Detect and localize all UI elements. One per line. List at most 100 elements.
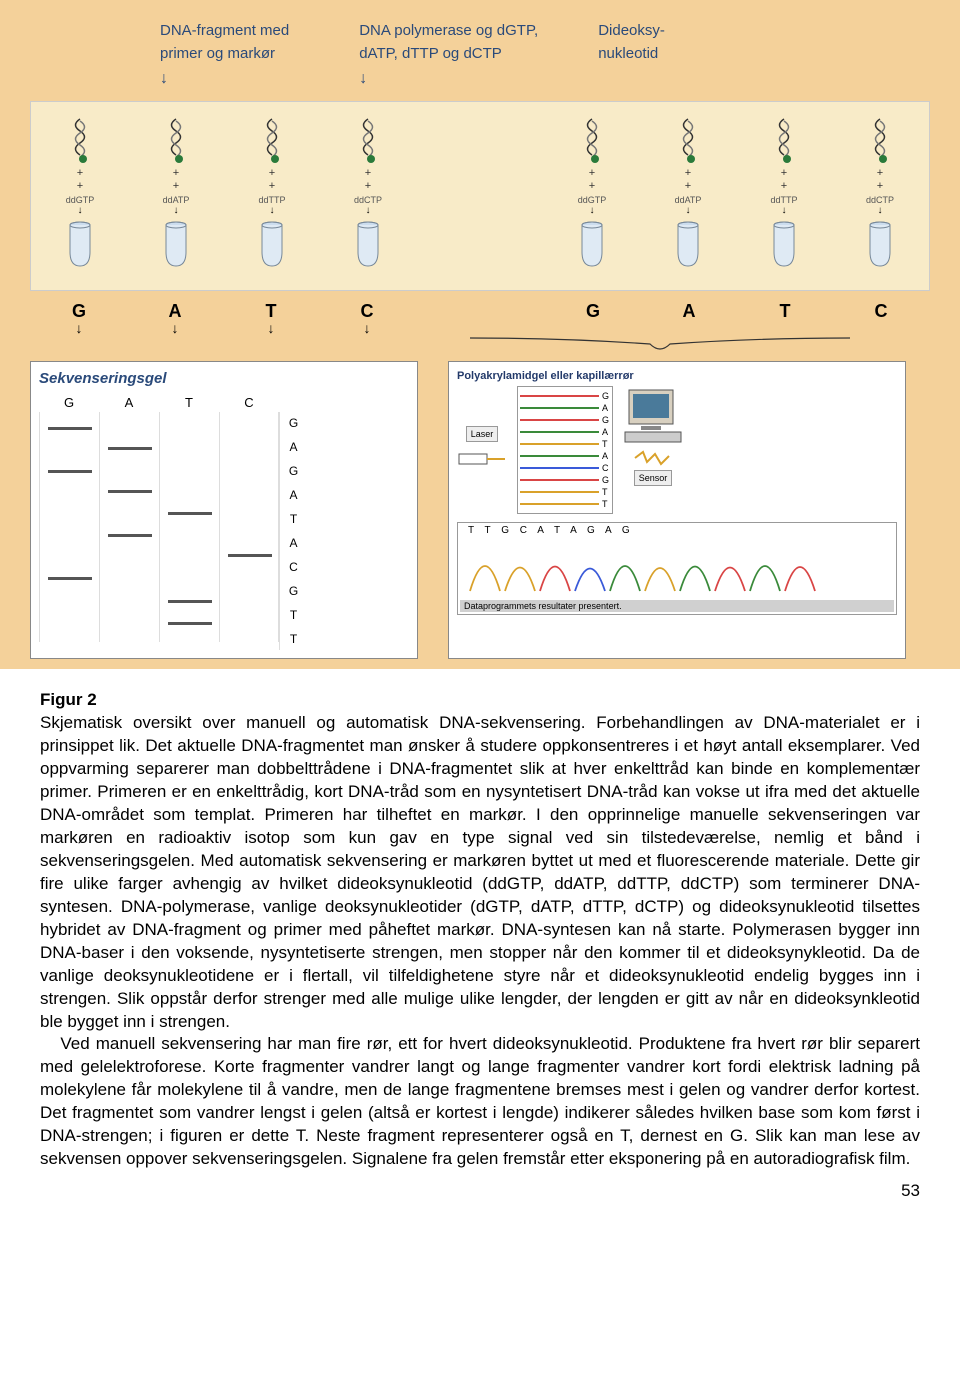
- capillary-panel: GAGATACGTT: [517, 386, 613, 514]
- tube-column: ++ddGTP↓: [41, 117, 119, 275]
- dd-label: ddCTP: [354, 195, 382, 205]
- gel-lane-c: [219, 412, 279, 642]
- auto-title: Polyakrylamidgel eller kapillærrør: [457, 370, 897, 382]
- cap-bar: [520, 395, 599, 397]
- brace-icon: [470, 336, 850, 356]
- gel-band: [108, 490, 152, 493]
- tube-icon: [577, 220, 607, 275]
- diagram-area: DNA-fragment med primer og markør ↓ DNA …: [0, 0, 960, 669]
- tube-icon: [769, 220, 799, 275]
- plus-icon: ++: [685, 167, 691, 193]
- base-letter: G: [554, 301, 632, 336]
- gel-seq-letter: T: [280, 632, 307, 646]
- gel-seq-letter: A: [280, 536, 307, 550]
- cap-letter: G: [602, 415, 610, 425]
- dna-squiggle-icon: [865, 117, 895, 167]
- dna-squiggle-icon: [65, 117, 95, 167]
- arrow-down-icon: ↓: [40, 320, 118, 336]
- gel-band: [168, 600, 212, 603]
- laser-label: Laser: [466, 426, 499, 442]
- tube-column: ++ ddTTP↓: [233, 117, 311, 275]
- gel-seq-letter: A: [280, 488, 307, 502]
- dd-label: ddTTP: [258, 195, 285, 205]
- plus-icon: ++: [877, 167, 883, 193]
- label-line: Dideoksy-: [598, 20, 665, 43]
- arrow-down-icon: ↓: [270, 205, 275, 216]
- arrow-down-icon: ↓: [328, 320, 406, 336]
- gel-seq-letter: G: [280, 464, 307, 478]
- gel-header: C: [219, 393, 279, 412]
- gel-header: A: [99, 393, 159, 412]
- top-labels-row: DNA-fragment med primer og markør ↓ DNA …: [30, 20, 930, 91]
- auto-sequencing-box: Polyakrylamidgel eller kapillærrør Laser…: [448, 361, 906, 659]
- dna-squiggle-icon: [353, 117, 383, 167]
- results-row: Sekvenseringsgel G A T C GAGATACGTT Poly…: [30, 361, 930, 659]
- gel-lane-g: [39, 412, 99, 642]
- gel-band: [168, 512, 212, 515]
- sequencing-gel-box: Sekvenseringsgel G A T C GAGATACGTT: [30, 361, 418, 659]
- chromatogram-peaks: [460, 536, 880, 596]
- dna-squiggle-icon: [673, 117, 703, 167]
- cap-letter: A: [602, 451, 610, 461]
- tube-icon: [353, 220, 383, 275]
- plus-icon: ++: [589, 167, 595, 193]
- plus-icon: ++: [269, 167, 275, 193]
- tube-column: ++ddCTP↓: [329, 117, 407, 275]
- label-line: dATP, dTTP og dCTP: [359, 43, 538, 66]
- tube-column: ++ddGTP↓: [553, 117, 631, 275]
- base-letter: A: [650, 301, 728, 336]
- base-letter: G↓: [40, 301, 118, 336]
- label-line: DNA polymerase og dGTP,: [359, 20, 538, 43]
- cap-bar: [520, 443, 599, 445]
- tube-group-left: ++ddGTP↓++ddATP↓++ddTTP↓++ddCTP↓: [41, 117, 407, 275]
- arrow-down-icon: ↓: [782, 205, 787, 216]
- chromatogram: T T G C A T A G A G: [457, 522, 897, 615]
- cap-bar: [520, 479, 599, 481]
- label-dna-fragment: DNA-fragment med primer og markør ↓: [160, 20, 289, 91]
- gel-band: [48, 427, 92, 430]
- gel-band: [48, 470, 92, 473]
- gel-seq-letter: G: [280, 416, 307, 430]
- label-polymerase: DNA polymerase og dGTP, dATP, dTTP og dC…: [359, 20, 538, 91]
- capillary-line: G: [520, 391, 610, 401]
- tube-icon: [673, 220, 703, 275]
- cap-bar: [520, 503, 599, 505]
- capillary-line: T: [520, 487, 610, 497]
- base-letter: C: [842, 301, 920, 336]
- capillary-line: T: [520, 439, 610, 449]
- gel-band: [108, 534, 152, 537]
- arrow-down-icon: ↓: [590, 205, 595, 216]
- dd-label: ddATP: [163, 195, 190, 205]
- gel-band: [168, 622, 212, 625]
- letter-row: G↓A↓T↓C↓ GATC: [30, 301, 930, 336]
- cap-letter: T: [602, 487, 610, 497]
- label-dideoksy: Dideoksy- nukleotid: [598, 20, 665, 91]
- cap-letter: G: [602, 391, 610, 401]
- gel-lane-a: [99, 412, 159, 642]
- arrow-down-icon: ↓: [136, 320, 214, 336]
- gel-header: T: [159, 393, 219, 412]
- gel-band: [108, 447, 152, 450]
- plus-icon: ++: [173, 167, 179, 193]
- tube-column: ++ddTTP↓: [745, 117, 823, 275]
- plus-icon: ++: [77, 167, 83, 193]
- dna-squiggle-icon: [577, 117, 607, 167]
- arrow-down-icon: ↓: [78, 205, 83, 216]
- tube-icon: [65, 220, 95, 275]
- cap-bar: [520, 491, 599, 493]
- figure-caption: Skjematisk oversikt over manuell og auto…: [40, 713, 920, 1030]
- tube-column: ++ddCTP↓: [841, 117, 919, 275]
- paragraph-2: Ved manuell sekvensering har man fire rø…: [40, 1033, 920, 1171]
- base-letter: T: [746, 301, 824, 336]
- capillary-line: G: [520, 415, 610, 425]
- capillary-line: A: [520, 451, 610, 461]
- gel-grid: G A T C GAGATACGTT: [39, 393, 409, 650]
- dd-label: ddATP: [675, 195, 702, 205]
- tube-icon: [865, 220, 895, 275]
- gel-band: [228, 554, 272, 557]
- gel-seq-letter: G: [280, 584, 307, 598]
- zap-icon: [633, 450, 673, 466]
- figure-title: Figur 2: [40, 690, 97, 709]
- cap-bar: [520, 419, 599, 421]
- arrow-down-icon: ↓: [174, 205, 179, 216]
